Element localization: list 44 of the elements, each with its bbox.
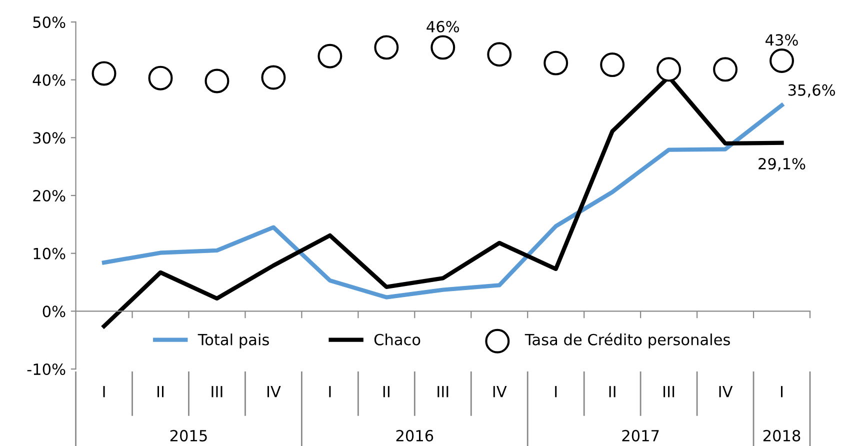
x-tick-label: IV: [719, 386, 733, 398]
x-tick-label: III: [438, 386, 448, 398]
data-label: 46%: [426, 20, 460, 32]
point: [600, 52, 625, 78]
text: 2018: [763, 430, 800, 442]
point: [713, 57, 738, 82]
point: [261, 65, 286, 90]
point: [544, 50, 568, 76]
x-tick-label: III: [212, 386, 222, 398]
y-tick-label: 10%: [34, 248, 66, 260]
x-tick-label: III: [664, 386, 674, 398]
y-tick-label: 40%: [32, 74, 66, 86]
legend-label: Chaco: [374, 334, 420, 346]
point: [204, 68, 230, 94]
point: [487, 42, 512, 67]
text: 2015: [170, 430, 207, 442]
point: [318, 44, 342, 68]
text: 2016: [396, 430, 434, 442]
x-tick-label: I: [781, 386, 783, 398]
point: [770, 48, 794, 73]
x-tick-label: II: [157, 386, 164, 398]
point: [148, 66, 173, 90]
legend-label: Tasa de Crédito personales: [524, 332, 730, 348]
x-tick-label: IV: [267, 386, 281, 398]
y-tick-label: 50%: [33, 16, 66, 28]
x-tick-label: II: [383, 386, 390, 398]
point: [656, 57, 682, 82]
x-tick-label: I: [329, 386, 331, 398]
y-tick-label: 20%: [33, 190, 66, 202]
y-tick-label: 30%: [33, 132, 66, 144]
x-tick-label: II: [609, 386, 616, 398]
point: [374, 35, 399, 60]
point: [92, 61, 116, 86]
data-label: 35,6%: [788, 84, 836, 98]
x-tick-label: I: [555, 386, 557, 398]
x-tick-label: IV: [493, 386, 507, 398]
point: [430, 35, 456, 60]
x-tick-label: I: [103, 386, 105, 398]
y-tick-label: 0%: [42, 306, 66, 318]
y-tick-label: -10%: [27, 363, 66, 376]
data-label: 29,1%: [758, 158, 806, 172]
text: 2017: [622, 430, 659, 442]
legend-label: Total pais: [198, 334, 269, 348]
data-label: 43%: [766, 34, 798, 46]
